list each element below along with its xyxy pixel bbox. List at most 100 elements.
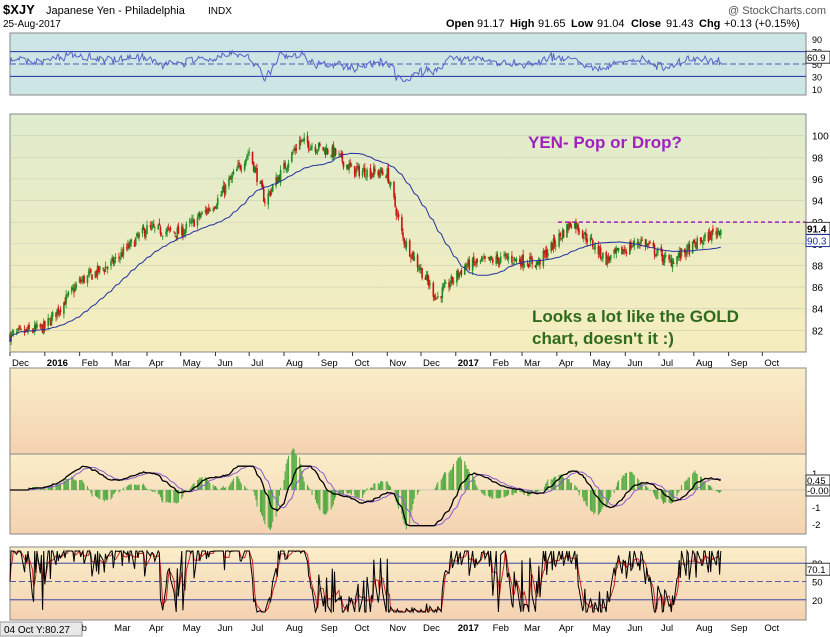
candle-body [389,182,392,186]
candle-body [709,232,712,240]
candle-body [531,258,533,265]
x-axis-label: Feb [82,358,98,369]
candle-body [534,264,537,268]
symbol: $XJY [3,2,35,17]
candle-body [72,287,74,289]
x-axis-label: Apr [559,358,574,369]
candle-body [688,244,691,255]
price-tick-label: 82 [812,326,824,337]
x-axis-bottom-label: Sep [321,623,338,634]
candle-body [498,260,501,265]
candle-body [232,171,235,175]
candle-body [314,146,317,152]
candle-body [157,224,160,229]
candle-body [638,243,640,245]
candle-body [597,245,600,255]
candle-body [458,272,460,278]
candle-body [377,170,380,176]
candle-body [223,186,226,194]
candle-body [324,149,327,155]
candle-body [17,328,19,331]
candle-body [300,140,302,142]
candle-body [230,176,233,180]
candle-body [506,256,509,258]
candle-body [283,163,285,169]
candle-body [450,276,453,284]
candle-body [247,154,249,156]
candle-body [188,221,191,223]
candle-body [222,185,225,192]
candle-body [426,274,429,281]
candle-body [118,257,120,259]
headline-annotation: YEN- Pop or Drop? [528,133,682,152]
candle-body [467,259,469,266]
candle-body [243,163,246,170]
candle-body [215,205,218,209]
x-axis-label: Feb [493,358,509,369]
candle-body [120,251,122,257]
candle-body [213,208,216,209]
candle-body [27,326,29,333]
candle-body [207,208,210,211]
rsi-layer [9,49,806,82]
candle-body [371,173,374,175]
stoch-last-box [805,562,830,576]
candle-body [433,295,436,299]
candle-body [545,249,548,258]
candle-body [350,164,353,167]
candle-body [189,221,192,223]
candle-body [605,252,608,266]
candle-body [70,287,73,292]
candle-body [177,226,180,234]
price-tick-label: 98 [812,153,824,164]
candle-body [607,257,610,260]
candle-body [652,242,655,247]
candle-body [65,294,67,304]
chart-header: $XJY Japanese Yen - Philadelphia INDX 25… [3,2,826,30]
candle-body [381,172,384,175]
x-axis-bottom-label: Sep [731,623,748,634]
macd-signal-line [10,465,721,527]
candle-body [90,268,92,273]
candle-body [112,258,115,264]
candle-body [11,332,14,333]
candle-body [255,168,257,170]
candle-body [699,237,702,242]
candle-body [141,227,144,234]
stoch-tick-label: 20 [812,596,823,607]
candle-body [397,214,400,218]
candle-body [361,171,364,176]
candle-body [26,329,28,331]
price-layer [9,131,806,346]
candle-body [425,274,428,279]
axis-layer: 82848688909294969810091.490.3Dec2016FebM… [9,35,830,634]
candle-body [559,233,561,237]
x-axis-label: Oct [354,358,369,369]
candle-body [35,324,37,328]
x-axis-label: Sep [731,358,748,369]
candle-body [465,264,467,267]
candle-body [56,309,58,316]
x-axis-bottom-label: Jul [661,623,673,634]
candle-body [24,329,27,332]
candle-body [410,257,412,259]
candle-body [702,242,704,245]
candle-body [66,294,69,296]
candle-body [594,244,596,250]
x-axis-label: Jun [217,358,232,369]
price-tick-label: 100 [812,132,829,143]
candle-body [42,321,45,334]
candle-body [105,267,108,269]
candle-body [432,282,435,297]
macd-layer [10,448,806,531]
candle-body [237,164,239,169]
candle-body [278,176,281,181]
candle-body [253,167,256,173]
macd-line [10,465,721,527]
candle-body [138,233,140,238]
price-grid [10,135,806,331]
candle-body [719,229,722,236]
candle-body [440,296,442,299]
candle-body [332,144,335,157]
candle-body [295,148,298,150]
